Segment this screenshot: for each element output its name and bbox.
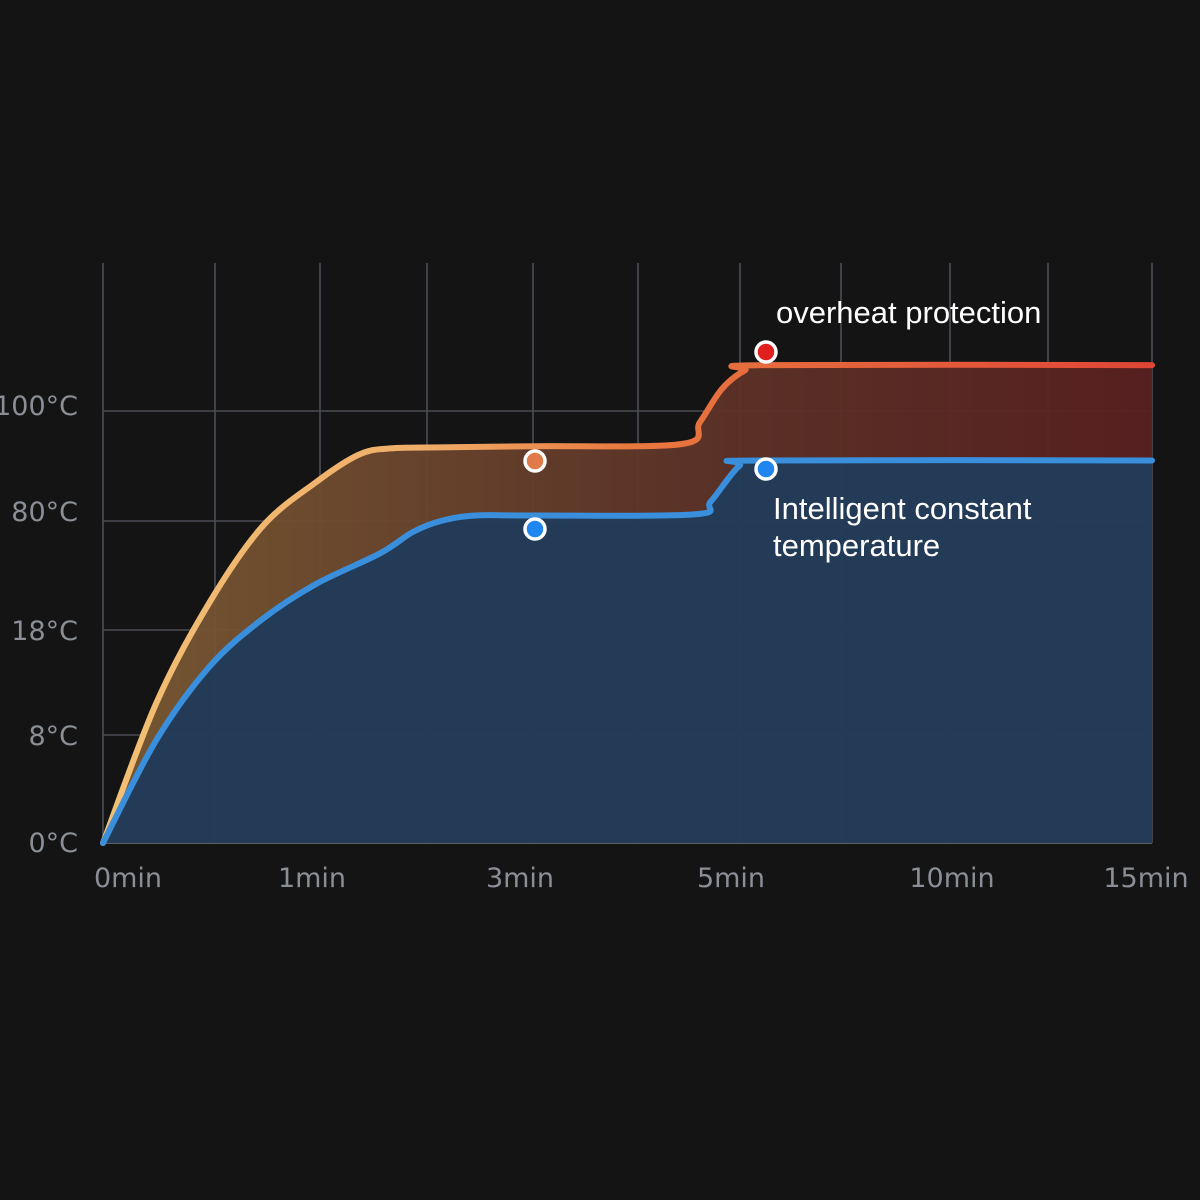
x-tick-label: 15min bbox=[1103, 863, 1188, 894]
upper-marker bbox=[523, 449, 547, 473]
y-tick-label: 80°C bbox=[11, 497, 78, 528]
y-tick-label: 18°C bbox=[11, 616, 78, 647]
tick-labels: 0min 1min 3min 5min 10min 15min 0°C 8°C 18°C 80°C… bbox=[0, 391, 1189, 894]
annotation-constant: temperature bbox=[773, 528, 940, 563]
upper-band-area bbox=[103, 364, 1152, 843]
series-lines bbox=[100, 361, 1155, 846]
x-tick-label: 10min bbox=[909, 863, 994, 894]
x-tick-label: 3min bbox=[486, 863, 554, 894]
lower-marker bbox=[523, 517, 547, 541]
x-tick-label: 5min bbox=[697, 863, 765, 894]
y-tick-label: 8°C bbox=[28, 721, 78, 752]
y-tick-label: 100°C bbox=[0, 391, 78, 422]
annotation-constant: Intelligent constant bbox=[773, 491, 1032, 526]
lower-series-line bbox=[100, 457, 1155, 846]
areas bbox=[103, 364, 1152, 843]
upper-marker bbox=[754, 340, 778, 364]
markers bbox=[523, 340, 778, 541]
annotations: overheat protection Intelligent constantt… bbox=[773, 295, 1041, 563]
lower-area bbox=[103, 460, 1152, 843]
y-tick-label: 0°C bbox=[28, 828, 78, 859]
upper-series-line bbox=[100, 361, 1155, 846]
lower-marker bbox=[754, 457, 778, 481]
annotation-overheat: overheat protection bbox=[776, 295, 1041, 330]
x-tick-label: 0min bbox=[94, 863, 162, 894]
x-tick-label: 1min bbox=[278, 863, 346, 894]
